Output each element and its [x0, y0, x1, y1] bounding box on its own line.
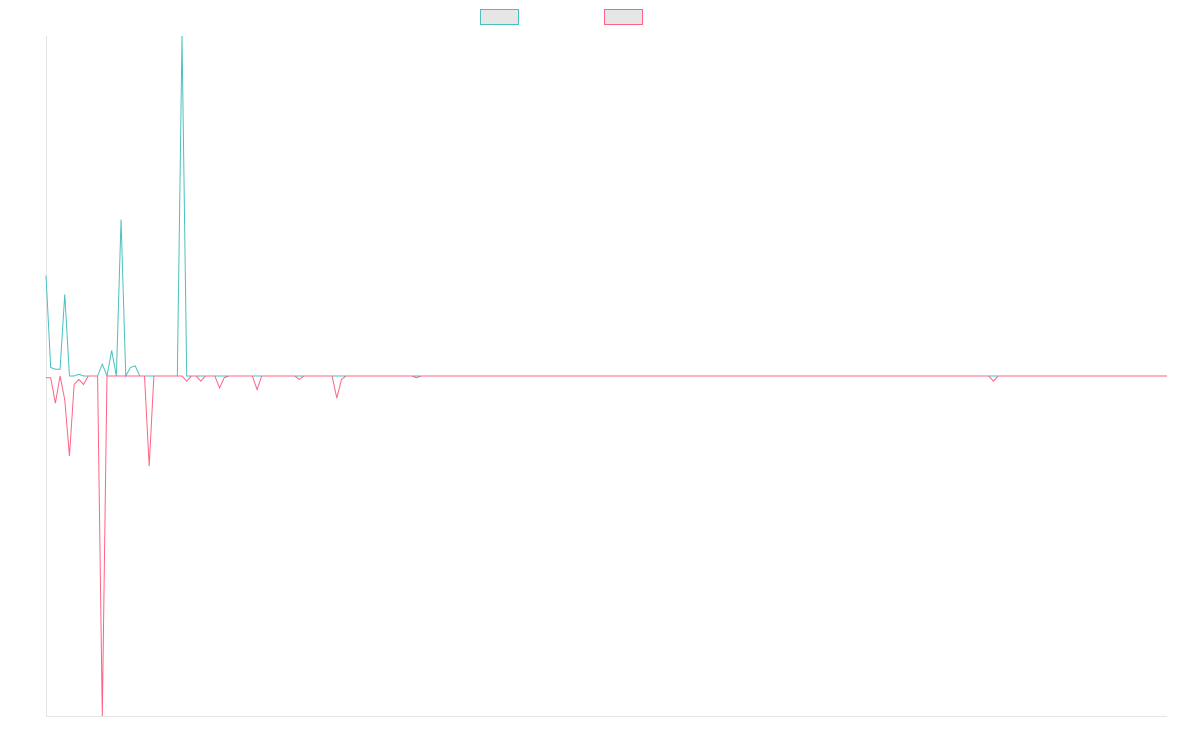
series-2-line[interactable] [46, 375, 1167, 717]
series-layer [45, 35, 1167, 717]
legend-swatch-series-1 [480, 9, 519, 25]
legend [0, 9, 1200, 27]
legend-item-series-1[interactable] [480, 9, 519, 25]
series-1-line[interactable] [45, 35, 1167, 378]
legend-item-series-2[interactable] [604, 9, 643, 25]
legend-swatch-series-2 [604, 9, 643, 25]
